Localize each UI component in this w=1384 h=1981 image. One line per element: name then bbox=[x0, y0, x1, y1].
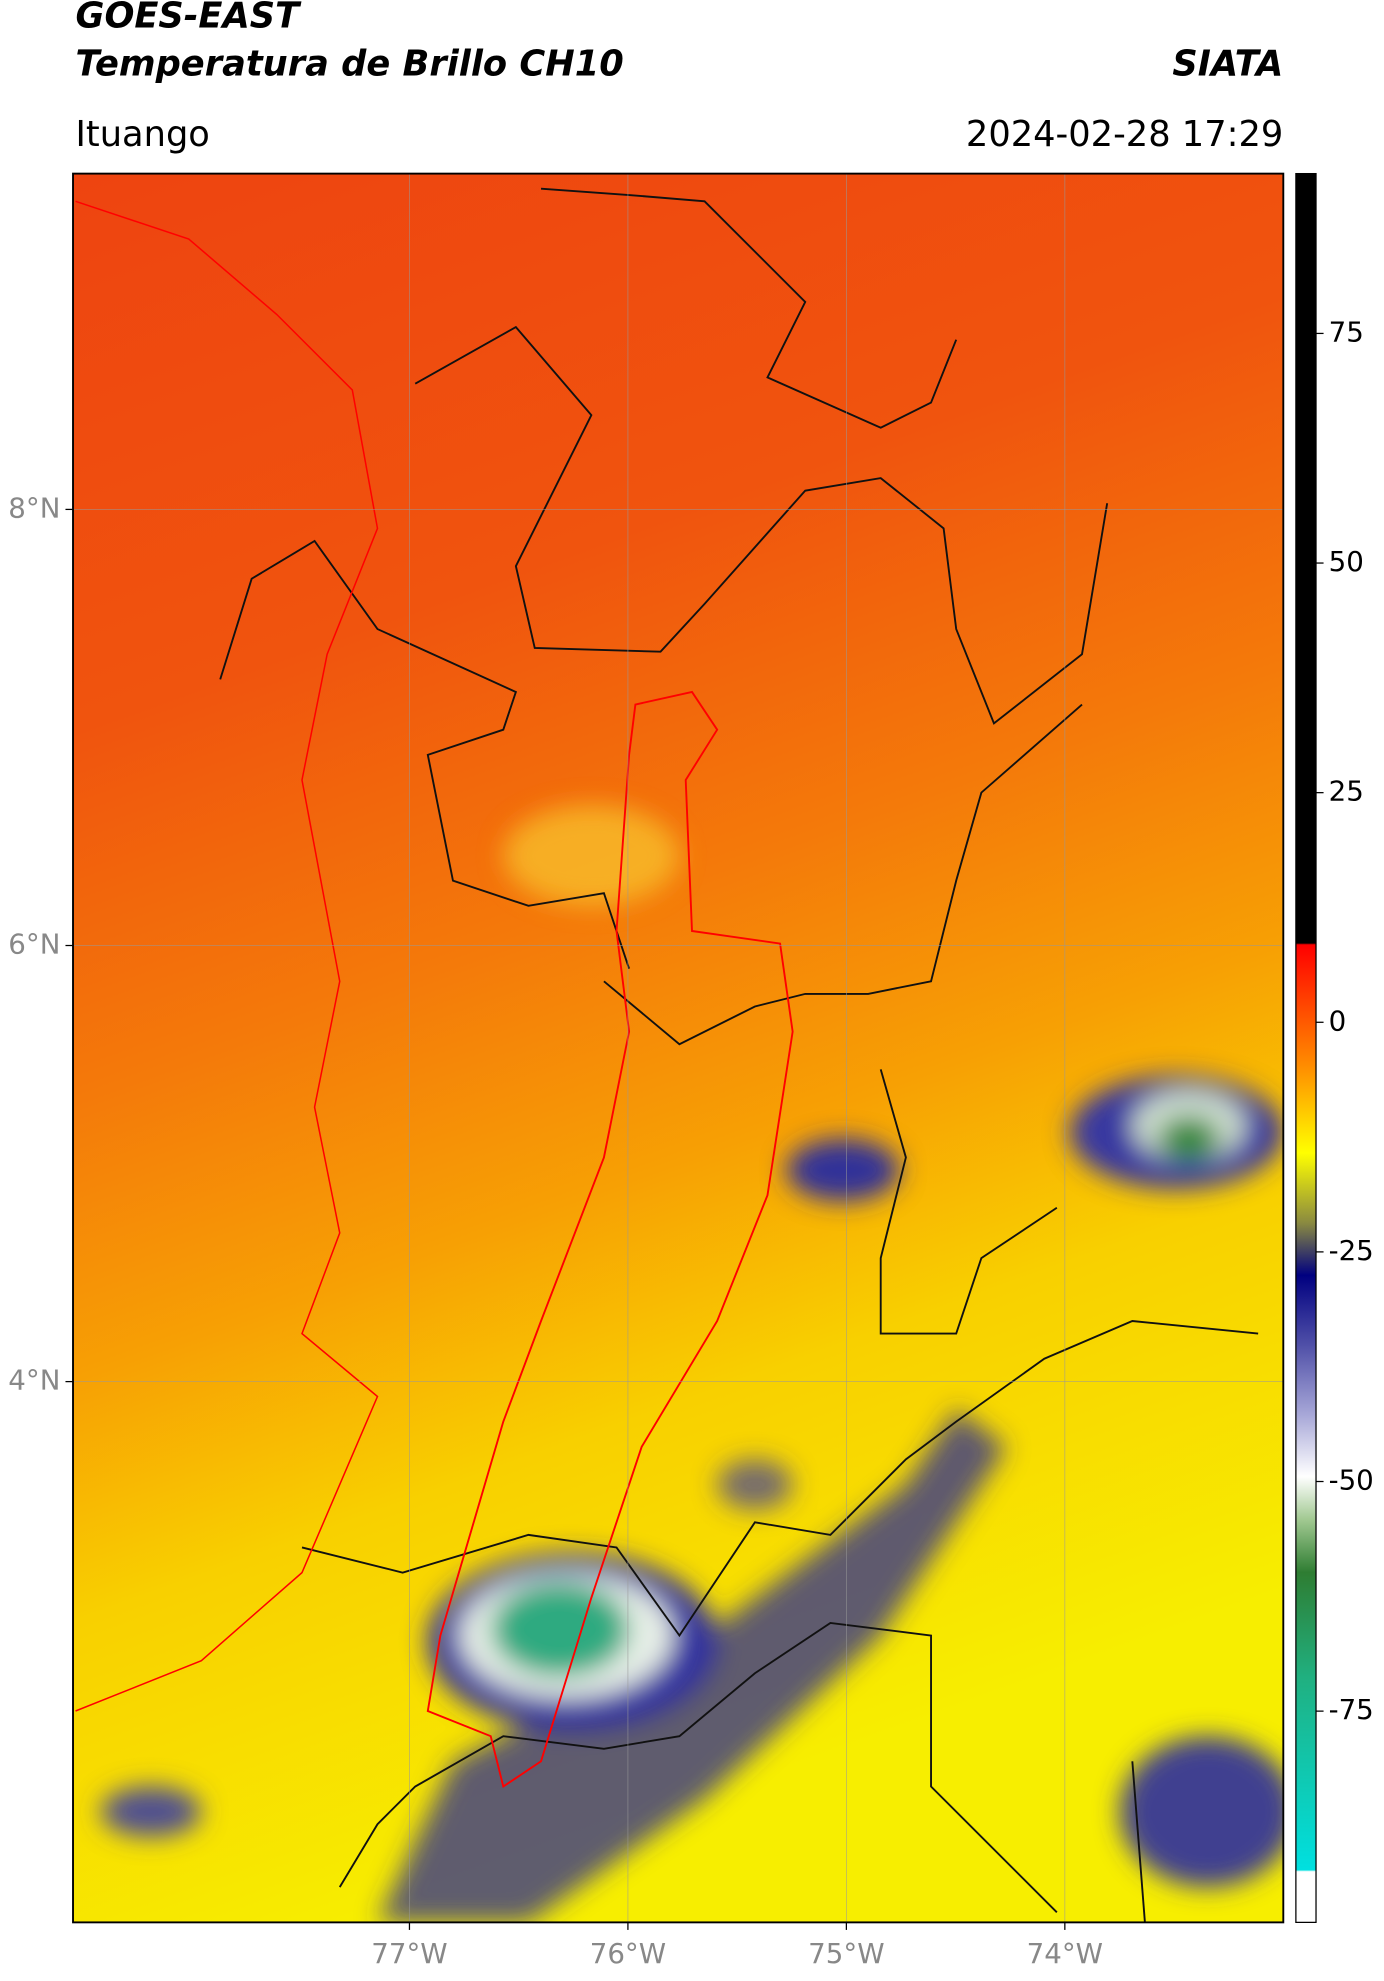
borders bbox=[219, 187, 1259, 1923]
x-tick-label: 74°W bbox=[1027, 1937, 1103, 1970]
colorbar bbox=[1295, 172, 1317, 1924]
x-tick-label: 75°W bbox=[808, 1937, 884, 1970]
agency: SIATA bbox=[1172, 43, 1283, 84]
x-tick-label: 77°W bbox=[371, 1937, 447, 1970]
y-tick-label: 4°N bbox=[8, 1364, 60, 1397]
cloud-field bbox=[100, 805, 1284, 1923]
y-tick-label: 6°N bbox=[8, 928, 60, 961]
colorbar-tick-label: -50 bbox=[1329, 1464, 1374, 1497]
colorbar-tick-label: -25 bbox=[1329, 1234, 1374, 1267]
product: Temperatura de Brillo CH10 bbox=[76, 43, 624, 84]
coastline bbox=[75, 200, 379, 1712]
map-frame bbox=[72, 172, 1285, 1924]
colorbar-tick-label: 50 bbox=[1329, 545, 1364, 578]
y-tick-label: 8°N bbox=[8, 491, 60, 524]
map-image bbox=[73, 173, 1284, 1923]
basin-outline bbox=[426, 690, 794, 1789]
colorbar-tick-label: 75 bbox=[1329, 315, 1364, 348]
colorbar-tick-label: -75 bbox=[1329, 1693, 1374, 1726]
x-tick-label: 76°W bbox=[590, 1937, 666, 1970]
datetime: 2024-02-28 17:29 bbox=[966, 114, 1283, 155]
colorbar-tick-label: 0 bbox=[1329, 1004, 1347, 1037]
location: Ituango bbox=[76, 114, 210, 155]
colorbar-tick-label: 25 bbox=[1329, 775, 1364, 808]
grid bbox=[73, 173, 1284, 1923]
satellite: GOES-EAST bbox=[76, 0, 303, 37]
